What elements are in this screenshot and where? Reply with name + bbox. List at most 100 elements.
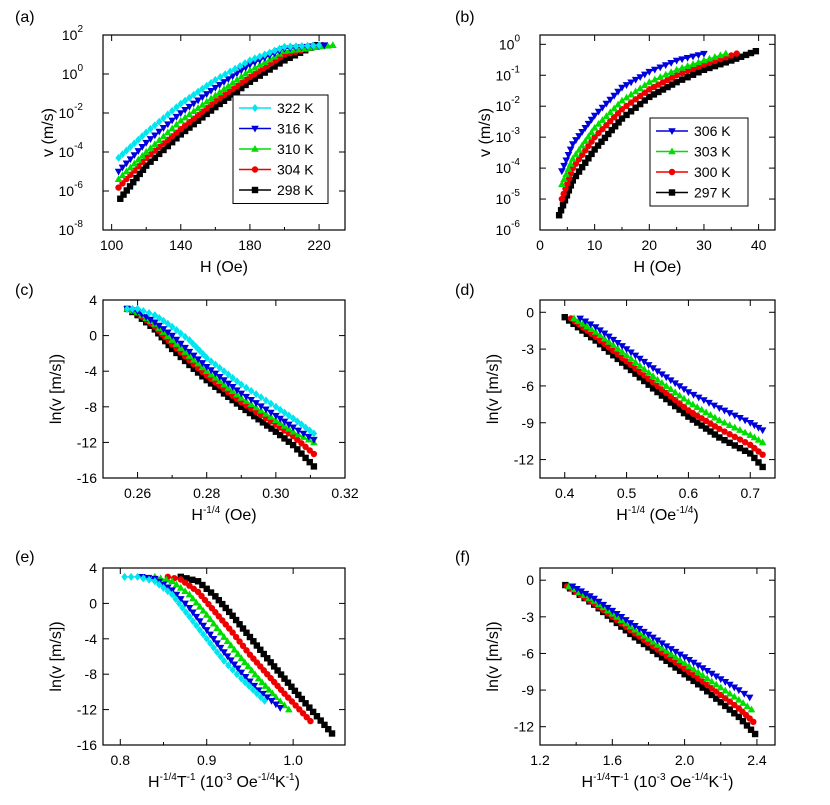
y-tick-label: 100 bbox=[499, 33, 521, 52]
x-tick-label: 0.28 bbox=[193, 485, 220, 501]
x-tick-label: 0.32 bbox=[331, 485, 358, 501]
series-markers bbox=[555, 47, 760, 219]
x-tick-label: 0.9 bbox=[197, 752, 217, 768]
series-297k bbox=[555, 47, 760, 219]
x-tick-label: 180 bbox=[238, 237, 262, 253]
x-tick-label: 100 bbox=[100, 237, 124, 253]
x-tick-label: 0.5 bbox=[617, 485, 637, 501]
series-markers bbox=[124, 304, 318, 438]
y-tick-label: 0 bbox=[526, 304, 534, 320]
x-tick-label: 30 bbox=[696, 237, 712, 253]
y-tick-label: -12 bbox=[514, 719, 534, 735]
y-tick-label: -6 bbox=[522, 378, 535, 394]
series-310k bbox=[114, 41, 337, 183]
plot-frame bbox=[102, 34, 346, 231]
x-axis-label: H (Oe) bbox=[634, 259, 682, 276]
series-markers bbox=[561, 313, 766, 471]
panel-label: (f) bbox=[455, 549, 470, 566]
y-tick-label: -9 bbox=[522, 682, 535, 698]
legend-entry: 297 K bbox=[694, 185, 731, 201]
x-axis-label: H-1/4 (Oe) bbox=[191, 505, 256, 524]
x-tick-label: 140 bbox=[169, 237, 193, 253]
y-tick-label: 0 bbox=[526, 572, 534, 588]
x-tick-label: 1.2 bbox=[530, 752, 550, 768]
x-axis-label: H-1/4 (Oe-1/4) bbox=[616, 505, 698, 524]
series-markers bbox=[558, 50, 708, 176]
x-tick-label: 0.8 bbox=[111, 752, 131, 768]
y-tick-label: -12 bbox=[77, 702, 97, 718]
series-markers bbox=[558, 49, 730, 188]
x-tick-label: 2.0 bbox=[675, 752, 695, 768]
chart-panel-d: (d) 0.4 0.5 0.6 0.7 -12 -9 -6 -3 0 H-1/4 (Oe-1/4) l… bbox=[455, 282, 776, 524]
legend-entry: 298 K bbox=[277, 182, 314, 198]
y-tick-label: -16 bbox=[77, 470, 97, 486]
series-304k bbox=[164, 573, 314, 725]
y-tick-label: 10-2 bbox=[59, 102, 84, 121]
y-tick-label: 102 bbox=[62, 24, 84, 43]
series-310k bbox=[151, 572, 293, 713]
y-axis-label: v (m/s) bbox=[40, 108, 57, 157]
y-tick-label: 4 bbox=[89, 292, 97, 308]
series-322k bbox=[115, 41, 323, 162]
x-tick-label: 220 bbox=[307, 237, 331, 253]
plot-frame bbox=[539, 34, 776, 231]
panel-label: (e) bbox=[15, 549, 35, 566]
series-298k bbox=[177, 573, 336, 737]
panel-label: (d) bbox=[455, 282, 475, 299]
chart-panel-f: (f) 1.2 1.6 2.0 2.4 -12 -9 -6 -3 0 H-1/4T-1 (10-3 … bbox=[455, 549, 776, 791]
x-tick-label: 0.30 bbox=[262, 485, 289, 501]
x-tick-label: 0.7 bbox=[741, 485, 761, 501]
y-tick-label: 10-5 bbox=[496, 188, 521, 207]
chart-panel-a: (a) 100 140 180 220 10-8 10-6 10-4 10-2 100 102 H (… bbox=[15, 9, 346, 276]
series-300k bbox=[563, 583, 757, 726]
legend-entry: 316 K bbox=[277, 121, 314, 137]
x-tick-label: 20 bbox=[642, 237, 658, 253]
series-303k bbox=[570, 314, 767, 446]
series-306k bbox=[568, 583, 754, 702]
x-tick-label: 2.4 bbox=[747, 752, 767, 768]
series-markers bbox=[565, 582, 756, 713]
series-298k bbox=[117, 41, 319, 202]
y-tick-label: 0 bbox=[89, 328, 97, 344]
series-markers bbox=[563, 583, 757, 726]
legend-entry: 300 K bbox=[694, 164, 731, 180]
panel-label: (a) bbox=[15, 9, 35, 26]
y-tick-label: -4 bbox=[85, 363, 98, 379]
legend: 322 K 316 K 310 K 304 K 298 K bbox=[232, 94, 329, 204]
chart-panel-c: (c) 0.26 0.28 0.30 0.32 -16 -12 -8 -4 0 4 H-1/4 (Oe… bbox=[15, 282, 359, 524]
series-306k bbox=[558, 50, 708, 176]
series-markers bbox=[115, 41, 323, 162]
series-markers bbox=[121, 572, 268, 705]
y-axis-label: v (m/s) bbox=[477, 108, 494, 157]
x-tick-label: 0.4 bbox=[555, 485, 575, 501]
y-tick-label: -8 bbox=[85, 666, 98, 682]
series-322k bbox=[124, 304, 318, 438]
legend-entry: 306 K bbox=[694, 123, 731, 139]
x-tick-label: 0.26 bbox=[124, 485, 151, 501]
series-303k bbox=[558, 49, 730, 188]
legend-entry: 310 K bbox=[277, 141, 314, 157]
x-tick-label: 0.6 bbox=[679, 485, 699, 501]
series-markers bbox=[164, 573, 314, 725]
series-markers bbox=[576, 315, 767, 435]
y-tick-label: -12 bbox=[77, 434, 97, 450]
x-tick-label: 0 bbox=[536, 237, 544, 253]
series-markers bbox=[568, 583, 754, 702]
y-tick-label: -6 bbox=[522, 645, 535, 661]
y-axis-label: ln(v [m/s]) bbox=[48, 354, 65, 424]
x-tick-label: 10 bbox=[587, 237, 603, 253]
legend-entry: 303 K bbox=[694, 144, 731, 160]
series-297k bbox=[562, 581, 759, 738]
y-axis-label: ln(v [m/s]) bbox=[485, 621, 502, 691]
y-tick-label: 100 bbox=[62, 63, 84, 82]
series-markers bbox=[151, 572, 293, 713]
y-tick-label: 10-4 bbox=[496, 157, 521, 176]
y-axis-label: ln(v [m/s]) bbox=[48, 621, 65, 691]
y-tick-label: 10-4 bbox=[59, 141, 84, 160]
y-tick-label: 10-3 bbox=[496, 126, 521, 145]
legend: 306 K 303 K 300 K 297 K bbox=[649, 117, 749, 207]
series-markers bbox=[114, 41, 337, 183]
y-tick-label: 10-2 bbox=[496, 95, 521, 114]
plot-frame bbox=[102, 567, 346, 746]
